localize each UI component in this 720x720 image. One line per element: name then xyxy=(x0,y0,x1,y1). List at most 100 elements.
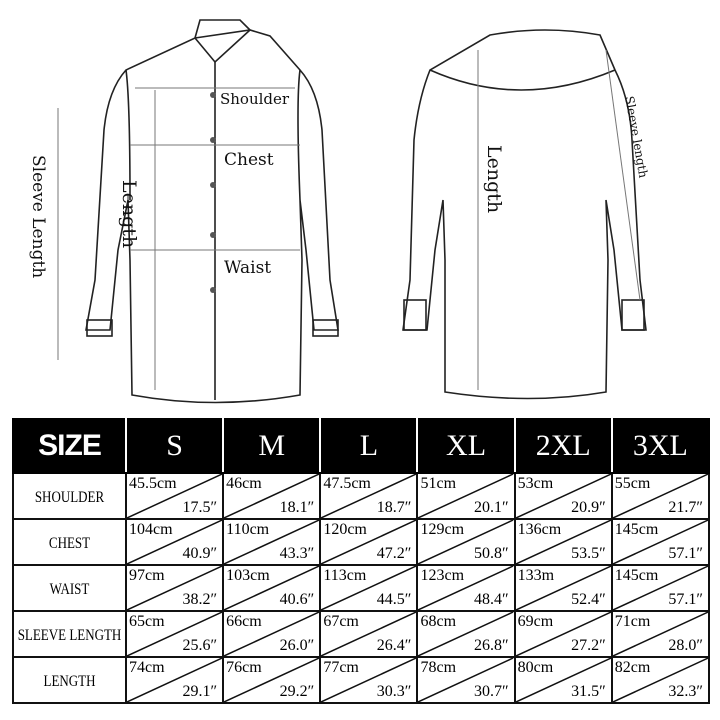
front-shirt-drawing xyxy=(57,19,339,404)
cm-value: 129cm xyxy=(420,521,465,538)
cell-diagonal xyxy=(613,612,708,656)
inch-value: 57.1″ xyxy=(668,591,703,608)
cell-diagonal xyxy=(127,566,222,610)
back-shirt-drawing xyxy=(402,29,647,400)
cell-diagonal xyxy=(418,612,513,656)
cm-value: 110cm xyxy=(226,521,270,538)
cell-diagonal xyxy=(418,474,513,518)
measurement-cell: 55cm 21.7″ xyxy=(610,472,711,520)
size-col: 3XL xyxy=(610,418,711,474)
cell-diagonal xyxy=(127,658,222,702)
measurement-cell: 67cm 26.4″ xyxy=(319,610,419,658)
measurement-cell: 133m 52.4″ xyxy=(513,564,613,612)
cell-diagonal xyxy=(418,658,513,702)
size-col: 2XL xyxy=(513,418,613,474)
measurement-cell: 65cm 25.6″ xyxy=(124,610,225,658)
front-shoulder-label: Shoulder xyxy=(220,90,290,108)
cm-value: 97cm xyxy=(129,567,165,584)
measurement-cell: 53cm 20.9″ xyxy=(513,472,613,520)
cell-diagonal xyxy=(224,658,319,702)
cm-value: 136cm xyxy=(517,521,562,538)
measurement-cell: 80cm 31.5″ xyxy=(513,656,613,704)
size-chart-table: SIZE S M L XL 2XL 3XL SHOULDER 45.5cm 17… xyxy=(12,418,711,709)
cm-value: 80cm xyxy=(517,659,554,676)
measurement-cell: 47.5cm 18.7″ xyxy=(319,472,419,520)
cm-value: 46cm xyxy=(226,475,262,492)
cm-value: 68cm xyxy=(420,613,457,630)
cm-value: 74cm xyxy=(129,659,165,676)
inch-value: 32.3″ xyxy=(668,683,703,700)
cell-diagonal xyxy=(127,474,222,518)
measurement-cell: 120cm 47.2″ xyxy=(319,518,419,566)
inch-value: 52.4″ xyxy=(571,591,606,608)
measurement-cell: 69cm 27.2″ xyxy=(513,610,613,658)
cell-diagonal xyxy=(321,520,416,564)
size-col: S xyxy=(124,418,225,474)
cell-diagonal xyxy=(321,566,416,610)
back-length-label: Length xyxy=(483,145,505,214)
measurement-cell: 103cm 40.6″ xyxy=(222,564,322,612)
measurement-cell: 129cm 50.8″ xyxy=(416,518,516,566)
table-row: LENGTH 74cm 29.1″ 76cm 29.2″ 77cm 30.3″ … xyxy=(12,651,711,709)
front-sleeve-length-label: Sleeve Length xyxy=(28,155,48,279)
measurement-cell: 76cm 29.2″ xyxy=(222,656,322,704)
inch-value: 21.7″ xyxy=(668,499,703,516)
inch-value: 27.2″ xyxy=(571,637,606,654)
cm-value: 66cm xyxy=(226,613,262,630)
cell-diagonal xyxy=(516,658,611,702)
cm-value: 45.5cm xyxy=(129,475,177,492)
cell-diagonal xyxy=(321,474,416,518)
cm-value: 123cm xyxy=(420,567,465,584)
inch-value: 50.8″ xyxy=(473,545,509,562)
measurement-cell: 74cm 29.1″ xyxy=(124,656,225,704)
measurement-cell: 68cm 26.8″ xyxy=(416,610,516,658)
measurement-cell: 51cm 20.1″ xyxy=(416,472,516,520)
measurement-cell: 110cm 43.3″ xyxy=(222,518,322,566)
measurement-cell: 45.5cm 17.5″ xyxy=(124,472,225,520)
measurement-cell: 78cm 30.7″ xyxy=(416,656,516,704)
cm-value: 51cm xyxy=(420,475,457,492)
measurement-cell: 97cm 38.2″ xyxy=(124,564,225,612)
cm-value: 82cm xyxy=(614,659,651,676)
inch-value: 47.2″ xyxy=(376,545,412,562)
inch-value: 57.1″ xyxy=(668,545,703,562)
inch-value: 20.9″ xyxy=(571,499,606,516)
front-length-label: Length xyxy=(118,180,140,249)
inch-value: 26.0″ xyxy=(279,637,315,654)
table-row: SLEEVE LENGTH 65cm 25.6″ 66cm 26.0″ 67cm… xyxy=(12,605,711,663)
cm-value: 78cm xyxy=(420,659,457,676)
cm-value: 77cm xyxy=(323,659,359,676)
cm-value: 145cm xyxy=(614,521,659,538)
shirt-illustrations xyxy=(57,19,647,404)
inch-value: 29.2″ xyxy=(279,683,315,700)
table-row: WAIST 97cm 38.2″ 103cm 40.6″ 113cm 44.5″… xyxy=(12,559,711,617)
inch-value: 18.1″ xyxy=(279,499,315,516)
inch-value: 40.6″ xyxy=(279,591,315,608)
measurement-cell: 71cm 28.0″ xyxy=(610,610,711,658)
inch-value: 30.7″ xyxy=(473,683,509,700)
cm-value: 69cm xyxy=(517,613,554,630)
cell-diagonal xyxy=(516,520,611,564)
size-header-row: SIZE S M L XL 2XL 3XL xyxy=(12,418,711,474)
cell-diagonal xyxy=(418,566,513,610)
measurement-cell: 145cm 57.1″ xyxy=(610,518,711,566)
size-header: SIZE xyxy=(12,418,127,474)
cm-value: 65cm xyxy=(129,613,165,630)
measurement-cell: 46cm 18.1″ xyxy=(222,472,322,520)
cell-diagonal xyxy=(613,474,708,518)
inch-value: 53.5″ xyxy=(571,545,606,562)
table-row: CHEST 104cm 40.9″ 110cm 43.3″ 120cm 47.2… xyxy=(12,513,711,571)
inch-value: 17.5″ xyxy=(182,499,218,516)
cell-diagonal xyxy=(516,474,611,518)
measurement-cell: 136cm 53.5″ xyxy=(513,518,613,566)
inch-value: 43.3″ xyxy=(279,545,315,562)
cell-diagonal xyxy=(127,612,222,656)
cm-value: 120cm xyxy=(323,521,367,538)
front-chest-label: Chest xyxy=(224,150,274,170)
cell-diagonal xyxy=(418,520,513,564)
size-col: M xyxy=(222,418,322,474)
inch-value: 26.8″ xyxy=(473,637,509,654)
cell-diagonal xyxy=(613,566,708,610)
measurement-cell: 145cm 57.1″ xyxy=(610,564,711,612)
cell-diagonal xyxy=(224,612,319,656)
